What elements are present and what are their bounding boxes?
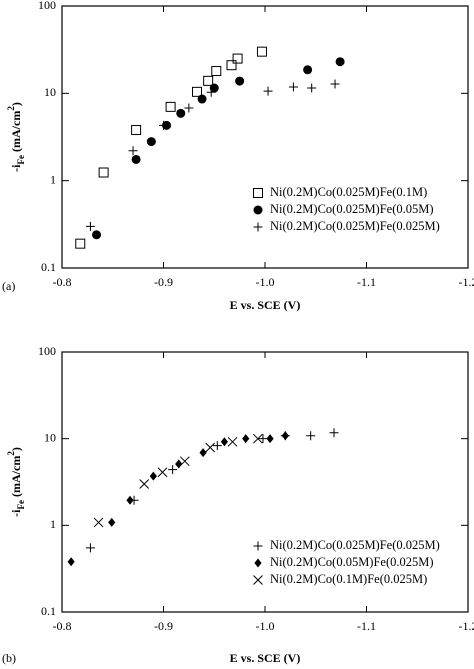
- data-point: [253, 433, 263, 444]
- y-tick-label: 100: [38, 0, 56, 12]
- data-point: [191, 86, 202, 97]
- data-point: [256, 46, 267, 57]
- legend-marker: [254, 558, 262, 568]
- data-point: [108, 517, 116, 527]
- data-point: [226, 60, 237, 71]
- y-axis-label-part: (mA/cm: [9, 111, 23, 155]
- data-point: [176, 108, 186, 118]
- data-point: [263, 86, 273, 96]
- x-axis-label: E vs. SCE (V): [230, 651, 301, 665]
- y-axis-label: -iFe (mA/cm2): [6, 447, 26, 517]
- data-point: [98, 167, 109, 178]
- data-point: [128, 146, 138, 156]
- data-point: [165, 101, 176, 112]
- y-tick-label: 1: [50, 172, 56, 186]
- data-point: [335, 57, 345, 67]
- legend-marker: [253, 222, 263, 232]
- y-tick-label: 10: [44, 85, 56, 99]
- data-point: [131, 154, 141, 164]
- data-point: [149, 471, 157, 481]
- panel-label: (a): [2, 279, 15, 293]
- data-point: [206, 87, 216, 97]
- data-point: [197, 94, 207, 104]
- x-axis-label: E vs. SCE (V): [230, 298, 301, 312]
- data-point: [266, 434, 274, 444]
- data-point: [258, 434, 268, 444]
- data-point: [307, 83, 317, 93]
- data-point: [227, 436, 238, 447]
- y-axis-label: -iFe (mA/cm2): [6, 102, 26, 172]
- data-point: [146, 137, 156, 147]
- x-tick-label: -0.8: [53, 275, 72, 289]
- legend-marker: [253, 575, 263, 585]
- legend-marker: [253, 205, 263, 215]
- data-point: [211, 66, 222, 77]
- legend-marker: [253, 188, 263, 198]
- data-point: [168, 465, 178, 475]
- data-point: [235, 76, 245, 86]
- y-axis-label-part: 2: [6, 106, 16, 111]
- data-point: [281, 431, 289, 441]
- y-axis-label-part: ): [9, 102, 23, 106]
- data-point: [203, 75, 214, 86]
- y-axis-label-part: -i: [9, 509, 23, 517]
- data-point: [175, 459, 183, 469]
- data-point: [85, 221, 95, 231]
- x-tick-label: -1.2: [459, 275, 474, 289]
- y-axis-label-part: (mA/cm: [9, 456, 23, 500]
- data-point: [205, 442, 216, 453]
- data-point: [139, 479, 150, 489]
- data-point: [67, 557, 75, 567]
- data-point: [303, 65, 313, 75]
- y-tick-label: 1: [50, 517, 56, 531]
- data-point: [220, 437, 228, 447]
- legend-label: Ni(0.2M)Co(0.025M)Fe(0.1M): [270, 185, 427, 199]
- data-point: [92, 230, 102, 240]
- x-tick-label: -1.1: [357, 275, 376, 289]
- y-axis-label-part: ): [9, 447, 23, 451]
- x-tick-label: -0.8: [53, 619, 72, 633]
- data-point: [179, 456, 190, 467]
- data-point: [242, 434, 250, 444]
- y-axis-label-part: Fe: [16, 500, 26, 510]
- data-point: [199, 448, 207, 458]
- y-tick-label: 0.1: [41, 604, 56, 618]
- legend-label: Ni(0.2M)Co(0.025M)Fe(0.025M): [270, 538, 440, 552]
- x-tick-label: -1.0: [256, 275, 275, 289]
- legend-label: Ni(0.2M)Co(0.025M)Fe(0.05M): [270, 202, 434, 216]
- y-axis-label-part: -i: [9, 164, 23, 172]
- x-tick-label: -0.9: [154, 275, 173, 289]
- panel-label: (b): [2, 651, 16, 665]
- data-point: [157, 467, 168, 478]
- data-point: [85, 543, 95, 553]
- data-point: [232, 53, 243, 64]
- data-point: [126, 495, 134, 505]
- x-tick-label: -1.0: [256, 619, 275, 633]
- legend-label: Ni(0.2M)Co(0.1M)Fe(0.025M): [270, 572, 427, 586]
- data-point: [184, 103, 194, 113]
- data-point: [329, 428, 339, 438]
- legend-marker: [253, 541, 263, 551]
- y-axis-label-part: Fe: [16, 155, 26, 165]
- y-tick-label: 0.1: [41, 260, 56, 274]
- data-point: [212, 441, 222, 451]
- data-point: [330, 79, 340, 89]
- x-tick-label: -1.2: [459, 619, 474, 633]
- y-tick-label: 100: [38, 344, 56, 358]
- data-point: [75, 238, 86, 249]
- data-point: [288, 82, 298, 92]
- legend-label: Ni(0.2M)Co(0.025M)Fe(0.025M): [270, 219, 440, 233]
- data-point: [131, 125, 142, 136]
- x-tick-label: -0.9: [154, 619, 173, 633]
- y-axis-label-part: 2: [6, 451, 16, 456]
- data-point: [209, 83, 219, 93]
- y-tick-label: 10: [44, 430, 56, 444]
- data-point: [306, 431, 316, 441]
- data-point: [159, 120, 168, 130]
- data-point: [93, 517, 104, 528]
- x-tick-label: -1.1: [357, 619, 376, 633]
- legend-label: Ni(0.2M)Co(0.05M)Fe(0.025M): [270, 555, 434, 569]
